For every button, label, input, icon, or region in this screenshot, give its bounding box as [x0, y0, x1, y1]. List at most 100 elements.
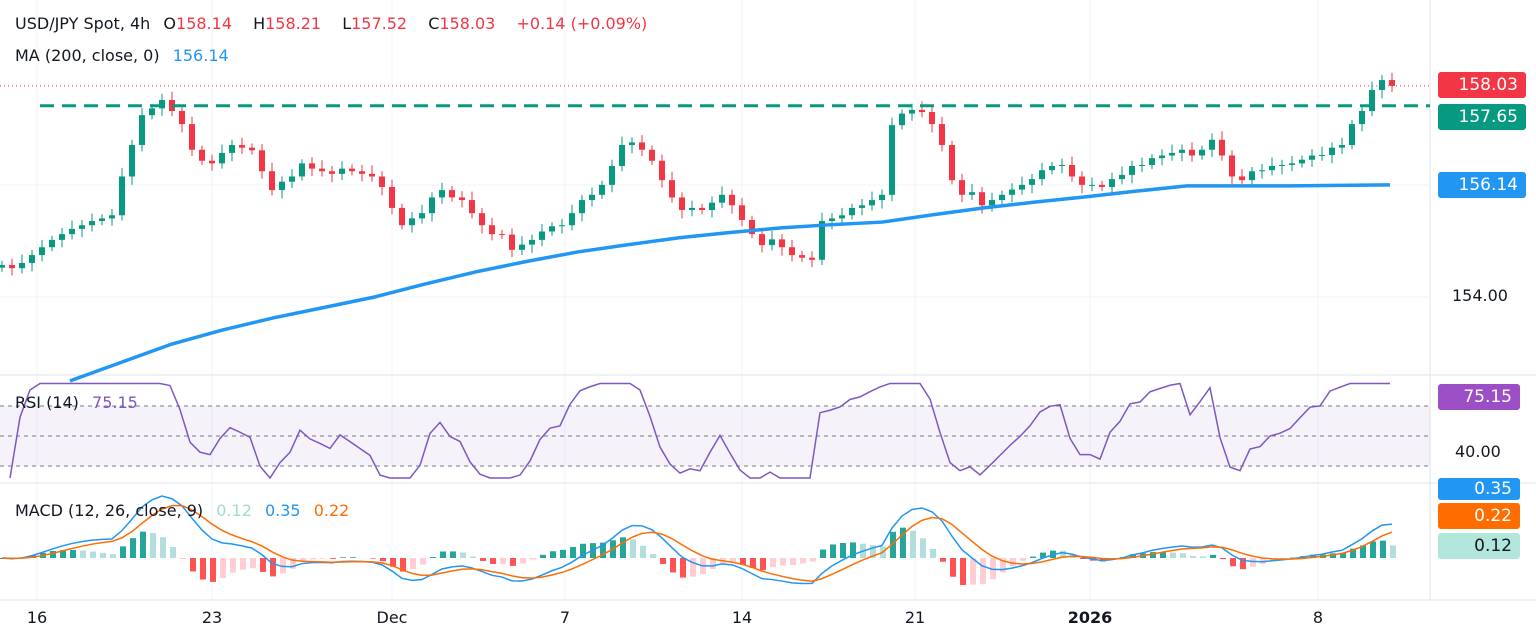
candle-up	[139, 115, 145, 146]
macd-histogram-bar	[390, 558, 396, 567]
candle-up	[1289, 163, 1295, 165]
candle-down	[399, 207, 405, 226]
candle-up	[409, 218, 415, 226]
macd-histogram-bar	[1330, 553, 1336, 558]
candle-up	[1089, 184, 1095, 186]
macd-histogram-bar	[950, 558, 956, 577]
macd-histogram-bar	[1390, 545, 1396, 558]
macd-histogram-bar	[1310, 554, 1316, 558]
candle-down	[259, 150, 265, 172]
macd-histogram-bar	[60, 550, 66, 558]
candle-up	[19, 262, 25, 269]
ma-label: MA (200, close, 0)	[15, 46, 160, 65]
candle-down	[9, 265, 15, 269]
macd-histogram-bar	[170, 547, 176, 558]
candle-up	[1339, 145, 1345, 148]
candle-up	[99, 218, 105, 222]
candle-up	[59, 234, 65, 240]
macd-histogram-bar	[810, 558, 816, 562]
high-value: 158.21	[265, 14, 322, 33]
candle-down	[779, 239, 785, 248]
symbol-title: USD/JPY Spot, 4h	[15, 14, 151, 33]
macd-histogram-bar	[350, 557, 356, 558]
candle-down	[189, 124, 195, 150]
macd-histogram-bar	[930, 548, 936, 558]
macd-histogram-bar	[580, 543, 586, 558]
macd-histogram-bar	[800, 558, 806, 564]
candle-up	[709, 202, 715, 211]
macd-histogram-bar	[80, 550, 86, 558]
candle-down	[369, 173, 375, 177]
candle-down	[749, 219, 755, 235]
macd-histogram-bar	[190, 558, 196, 572]
macd-histogram-bar	[1030, 556, 1036, 558]
rsi-tag: 75.15	[1438, 384, 1520, 410]
candle-up	[1049, 166, 1055, 171]
ma-200-line	[69, 183, 1391, 383]
macd-histogram-bar	[1190, 555, 1196, 558]
symbol-legend: USD/JPY Spot, 4h O158.14 H158.21 L157.52…	[15, 14, 655, 33]
macd-signal-value: 0.22	[313, 501, 350, 520]
candle-down	[269, 171, 275, 191]
macd-histogram-bar	[1200, 556, 1206, 558]
candle-down	[459, 197, 465, 201]
macd-histogram-bar	[900, 527, 906, 558]
candle-down	[1189, 149, 1195, 156]
candle-up	[1109, 179, 1115, 187]
candle-down	[679, 197, 685, 211]
macd-histogram-bar	[920, 538, 926, 558]
macd-histogram-bar	[550, 551, 556, 558]
macd-histogram-bar	[150, 532, 156, 558]
candle-up	[909, 109, 915, 114]
candle-up	[1159, 155, 1165, 159]
candle-down	[389, 186, 395, 208]
candle-up	[69, 228, 75, 235]
macd-histogram-bar	[1010, 558, 1016, 567]
macd-histogram-bar	[260, 558, 266, 572]
candle-up	[1379, 80, 1385, 91]
candle-up	[689, 207, 695, 211]
macd-histogram-bar	[310, 558, 316, 560]
macd-signal-line	[1, 504, 1393, 583]
macd-histogram-bar	[1350, 548, 1356, 558]
macd-legend: MACD (12, 26, close, 9) 0.12 0.35 0.22	[15, 501, 357, 520]
candle-up	[229, 145, 235, 153]
macd-histogram-bar	[410, 558, 416, 570]
candle-up	[1199, 149, 1205, 156]
close-value: 158.03	[439, 14, 496, 33]
candle-down	[469, 200, 475, 214]
macd-histogram-bar	[570, 546, 576, 558]
macd-histogram-bar	[890, 531, 896, 558]
macd-histogram-bar	[940, 558, 946, 562]
candle-down	[1229, 155, 1235, 177]
macd-histogram-bar	[230, 558, 236, 573]
macd-histogram-bar	[240, 558, 246, 570]
candle-up	[419, 213, 425, 219]
candle-up	[539, 231, 545, 240]
macd-histogram-bar	[710, 558, 716, 569]
candle-down	[699, 207, 705, 211]
macd-histogram-bar	[210, 558, 216, 582]
candle-up	[1369, 90, 1375, 111]
candle-up	[1309, 155, 1315, 160]
time-axis-label: Dec	[376, 608, 408, 627]
candle-down	[379, 176, 385, 187]
macd-histogram-bar	[760, 558, 766, 571]
rsi-line	[9, 382, 1390, 480]
candle-down	[929, 112, 935, 125]
macd-histogram-bar	[440, 551, 446, 558]
close-label: C	[428, 14, 440, 33]
macd-histogram-bar	[650, 554, 656, 558]
macd-histogram-bar	[1160, 552, 1166, 558]
macd-histogram-bar	[530, 558, 536, 560]
macd-histogram-bar	[200, 558, 206, 580]
macd-label: MACD (12, 26, close, 9)	[15, 501, 204, 520]
macd-histogram-bar	[790, 558, 796, 565]
candle-up	[599, 184, 605, 195]
macd-histogram-bar	[660, 558, 666, 565]
time-axis-label: 21	[904, 608, 926, 627]
candle-up	[1279, 164, 1285, 166]
candle-up	[289, 176, 295, 182]
